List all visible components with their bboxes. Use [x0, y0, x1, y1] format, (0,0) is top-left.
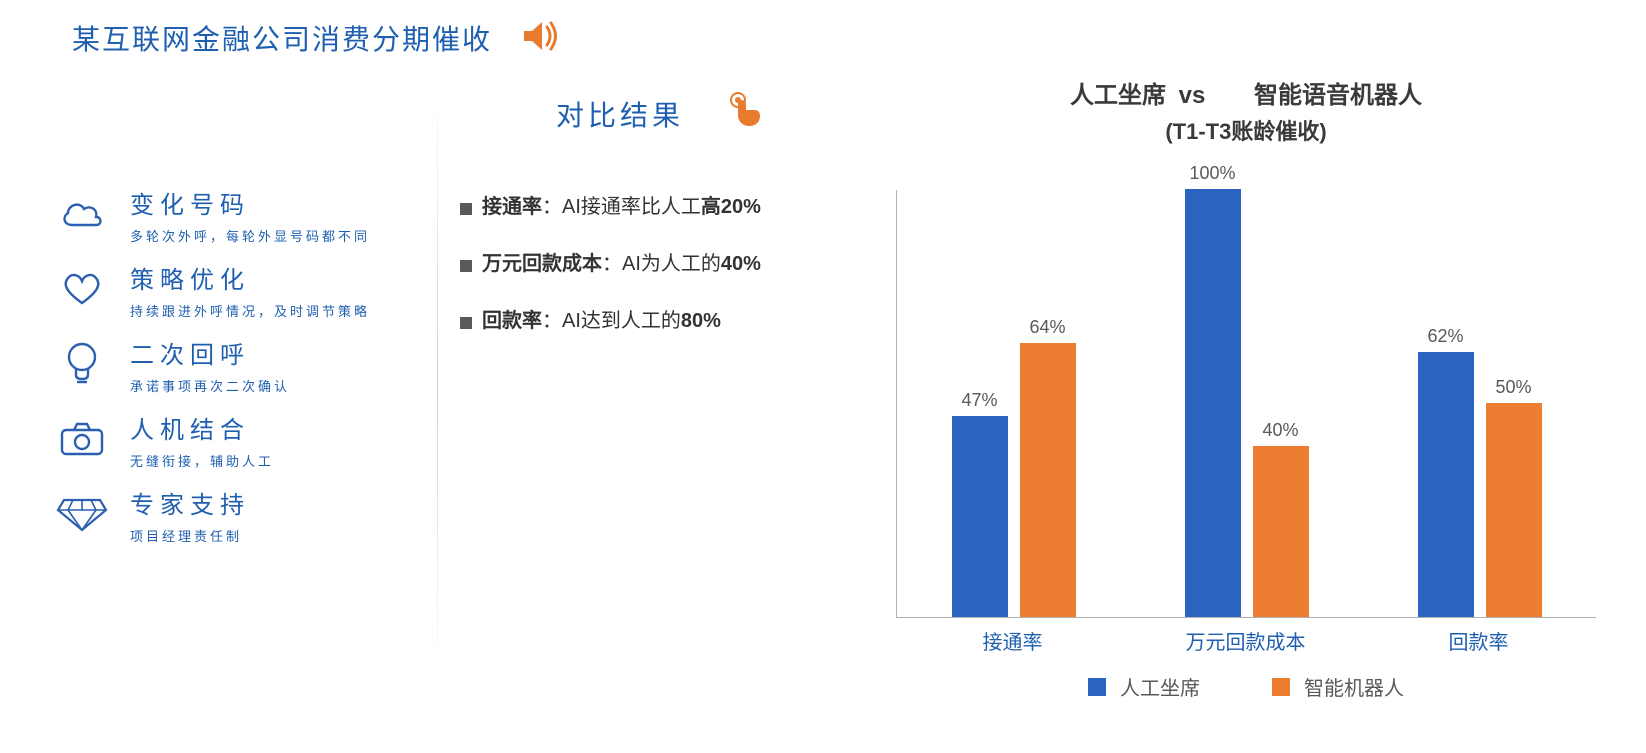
- chart-bar-value: 50%: [1486, 377, 1542, 398]
- chart-bar: 50%: [1486, 403, 1542, 617]
- legend-swatch-icon: [1272, 678, 1290, 696]
- bullet-item: 万元回款成本：AI为人工的40%: [460, 247, 860, 276]
- bullet-emphasis: 80%: [681, 310, 721, 332]
- bullet-list: 接通率：AI接通率比人工高20% 万元回款成本：AI为人工的40% 回款率：AI达到…: [460, 190, 860, 361]
- legend-item: 智能机器人: [1272, 672, 1404, 701]
- chart-subtitle: (T1-T3账龄催收): [860, 114, 1632, 146]
- chart-bar: 47%: [952, 416, 1008, 617]
- chart-category-labels: 接通率 万元回款成本 回款率: [896, 626, 1596, 654]
- feature-desc: 多轮次外呼，每轮外显号码都不同: [130, 226, 370, 245]
- pointer-hand-icon: [724, 90, 766, 137]
- bullet-item: 回款率：AI达到人工的80%: [460, 304, 860, 333]
- feature-title: 策略优化: [130, 265, 370, 297]
- bullet-marker-icon: [460, 203, 472, 215]
- vertical-divider: [437, 80, 438, 676]
- heart-icon: [54, 265, 110, 313]
- legend-item: 人工坐席: [1088, 672, 1200, 701]
- feature-list: 变化号码多轮次外呼，每轮外显号码都不同策略优化持续跟进外呼情况，及时调节策略二次…: [54, 190, 434, 565]
- chart-bar-value: 40%: [1253, 420, 1309, 441]
- camera-icon: [54, 415, 110, 463]
- bullet-text: ：AI接通率比人工: [542, 196, 701, 218]
- feature-desc: 项目经理责任制: [130, 526, 250, 545]
- feature-desc: 无缝衔接，辅助人工: [130, 451, 274, 470]
- feature-item: 策略优化持续跟进外呼情况，及时调节策略: [54, 265, 434, 320]
- feature-item: 变化号码多轮次外呼，每轮外显号码都不同: [54, 190, 434, 245]
- bulb-icon: [54, 340, 110, 388]
- chart-category-label: 回款率: [1449, 626, 1509, 655]
- legend-label: 人工坐席: [1120, 672, 1200, 701]
- chart-title-left: 人工坐席: [1070, 82, 1166, 109]
- compare-header: 对比结果: [556, 94, 684, 134]
- chart-legend: 人工坐席 智能机器人: [860, 672, 1632, 701]
- feature-title: 人机结合: [130, 415, 274, 447]
- bullet-key: 万元回款成本: [482, 253, 602, 275]
- chart-title-vs: vs: [1173, 82, 1212, 109]
- bullet-text: ：AI为人工的: [602, 253, 721, 275]
- chart-category-label: 接通率: [983, 626, 1043, 655]
- chart-title: 人工坐席 vs 智能语音机器人: [860, 80, 1632, 112]
- chart-bar-value: 100%: [1185, 163, 1241, 184]
- chart-bar: 64%: [1020, 343, 1076, 617]
- chart-title-right: 智能语音机器人: [1218, 82, 1422, 109]
- chart-bar-value: 62%: [1418, 326, 1474, 347]
- chart-bar: 62%: [1418, 352, 1474, 617]
- legend-swatch-icon: [1088, 678, 1106, 696]
- feature-item: 人机结合无缝衔接，辅助人工: [54, 415, 434, 470]
- feature-title: 专家支持: [130, 490, 250, 522]
- page-title: 某互联网金融公司消费分期催收: [72, 18, 492, 58]
- comparison-chart: 人工坐席 vs 智能语音机器人 (T1-T3账龄催收) 47%64%100%40…: [860, 80, 1632, 701]
- chart-bar: 100%: [1185, 189, 1241, 617]
- bullet-marker-icon: [460, 260, 472, 272]
- bullet-marker-icon: [460, 317, 472, 329]
- bullet-key: 接通率: [482, 196, 542, 218]
- feature-item: 二次回呼承诺事项再次二次确认: [54, 340, 434, 395]
- feature-desc: 承诺事项再次二次确认: [130, 376, 290, 395]
- chart-bar: 40%: [1253, 446, 1309, 617]
- bullet-key: 回款率: [482, 310, 542, 332]
- feature-item: 专家支持项目经理责任制: [54, 490, 434, 545]
- bullet-text: ：AI达到人工的: [542, 310, 681, 332]
- feature-title: 二次回呼: [130, 340, 290, 372]
- cloud-icon: [54, 190, 110, 238]
- diamond-icon: [54, 490, 110, 538]
- chart-category-label: 万元回款成本: [1186, 626, 1306, 655]
- chart-plot-area: 47%64%100%40%62%50%: [896, 190, 1596, 618]
- feature-desc: 持续跟进外呼情况，及时调节策略: [130, 301, 370, 320]
- bullet-emphasis: 高20%: [701, 196, 761, 218]
- bullet-emphasis: 40%: [721, 253, 761, 275]
- speaker-icon: [520, 19, 560, 58]
- legend-label: 智能机器人: [1304, 672, 1404, 701]
- bullet-item: 接通率：AI接通率比人工高20%: [460, 190, 860, 219]
- chart-bar-value: 47%: [952, 390, 1008, 411]
- feature-title: 变化号码: [130, 190, 370, 222]
- chart-bar-value: 64%: [1020, 317, 1076, 338]
